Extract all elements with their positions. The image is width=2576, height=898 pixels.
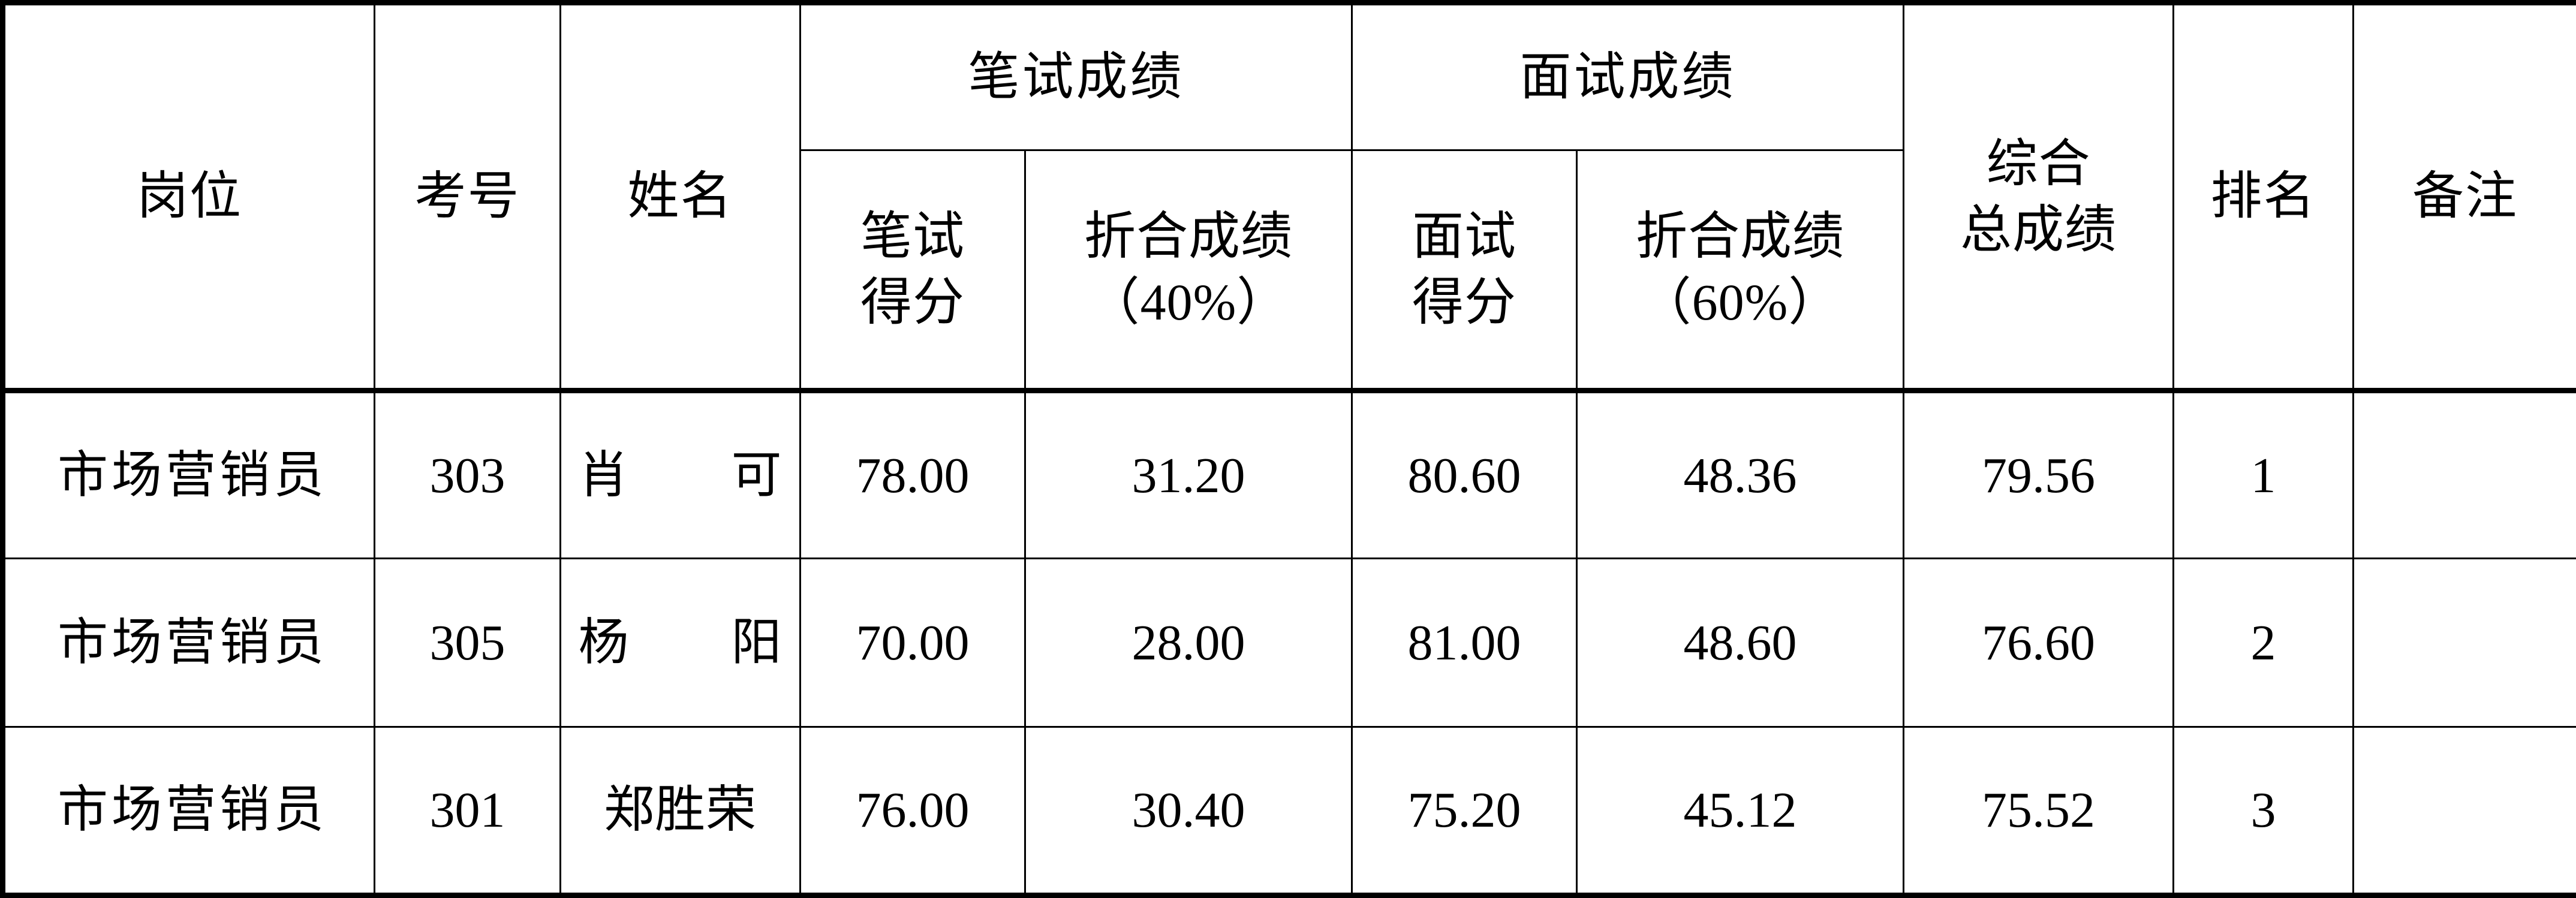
cell-written-score: 76.00: [799, 726, 1026, 896]
header-label-interview-score-line2: 得分: [1412, 273, 1516, 332]
header-cell-name: 姓名: [559, 2, 801, 393]
cell-interview-converted: 45.12: [1576, 726, 1904, 896]
value-interview-score: 75.20: [1407, 782, 1521, 839]
header-label-interview-score: 面试 得分: [1356, 203, 1572, 335]
table-row: 市场营销员 303 肖 可 78.00 31.20 80.60 48.36 79…: [2, 389, 2576, 560]
cell-rank: 2: [2172, 558, 2354, 728]
header-label-interview-group: 面试成绩: [1519, 48, 1736, 106]
cell-remark: [2352, 558, 2576, 728]
cell-interview-converted: 48.60: [1576, 558, 1904, 728]
header-label-total-score-line1: 综合: [1986, 134, 2091, 192]
header-label-interview-converted-line2: （60%）: [1639, 273, 1841, 332]
cell-interview-score: 80.60: [1351, 389, 1578, 560]
header-label-name: 姓名: [627, 167, 733, 225]
cell-written-score: 70.00: [799, 558, 1026, 728]
cell-position: 市场营销员: [2, 558, 375, 728]
value-exam-no: 301: [429, 782, 505, 839]
cell-remark: [2352, 389, 2576, 560]
value-name: 肖 可: [578, 447, 783, 504]
header-label-interview-converted-line1: 折合成绩: [1636, 207, 1844, 266]
cell-rank: 1: [2172, 389, 2354, 560]
header-label-total-score: 综合 总成绩: [1908, 131, 2169, 263]
header-label-total-score-line2: 总成绩: [1960, 200, 2117, 258]
cell-interview-converted: 48.36: [1576, 389, 1904, 560]
value-position: 市场营销员: [57, 614, 327, 671]
header-label-exam-no: 考号: [414, 167, 520, 225]
value-rank: 2: [2250, 614, 2276, 671]
header-cell-written-converted: 折合成绩 （40%）: [1024, 149, 1353, 393]
cell-position: 市场营销员: [2, 389, 375, 560]
cell-rank: 3: [2172, 726, 2354, 896]
header-label-written-converted: 折合成绩 （40%）: [1030, 203, 1347, 335]
header-label-rank: 排名: [2210, 167, 2316, 225]
value-position: 市场营销员: [57, 447, 327, 504]
value-interview-converted: 48.60: [1683, 614, 1797, 671]
value-rank: 1: [2250, 447, 2276, 504]
cell-exam-no: 303: [374, 389, 561, 560]
cell-exam-no: 305: [374, 558, 561, 728]
value-name: 杨 阳: [578, 614, 783, 671]
header-row-top: 岗位 考号 姓名 笔试成绩 面试成绩 综合 总成绩: [2, 2, 2576, 393]
value-name: 郑胜荣: [603, 782, 757, 839]
header-label-written-group: 笔试成绩: [968, 48, 1184, 106]
cell-remark: [2352, 726, 2576, 896]
value-total-score: 76.60: [1982, 614, 2095, 671]
value-total-score: 79.56: [1982, 447, 2095, 504]
header-label-written-score-line2: 得分: [860, 273, 965, 332]
cell-name: 肖 可: [559, 389, 801, 560]
header-cell-interview-group: 面试成绩: [1351, 2, 1904, 151]
header-label-written-converted-line2: （40%）: [1088, 273, 1289, 332]
header-label-written-score-line1: 笔试: [860, 207, 965, 266]
cell-name: 杨 阳: [559, 558, 801, 728]
header-cell-remark: 备注: [2352, 2, 2576, 393]
header-label-written-converted-line1: 折合成绩: [1084, 207, 1293, 266]
table-row: 市场营销员 301 郑胜荣 76.00 30.40 75.20 45.12 75…: [2, 726, 2576, 896]
cell-name: 郑胜荣: [559, 726, 801, 896]
table-row: 市场营销员 305 杨 阳 70.00 28.00 81.00 48.60 76…: [2, 558, 2576, 728]
value-total-score: 75.52: [1982, 782, 2095, 839]
cell-total-score: 75.52: [1903, 726, 2174, 896]
header-cell-exam-no: 考号: [374, 2, 561, 393]
value-interview-score: 81.00: [1407, 614, 1521, 671]
value-written-score: 78.00: [856, 447, 970, 504]
header-cell-position: 岗位: [2, 2, 375, 393]
value-written-score: 70.00: [856, 614, 970, 671]
value-written-score: 76.00: [856, 782, 970, 839]
header-cell-written-score: 笔试 得分: [799, 149, 1026, 393]
cell-written-converted: 28.00: [1024, 558, 1353, 728]
value-written-converted: 30.40: [1131, 782, 1245, 839]
cell-written-score: 78.00: [799, 389, 1026, 560]
cell-total-score: 79.56: [1903, 389, 2174, 560]
value-exam-no: 305: [429, 614, 505, 671]
header-cell-interview-score: 面试 得分: [1351, 149, 1578, 393]
cell-total-score: 76.60: [1903, 558, 2174, 728]
value-interview-converted: 45.12: [1683, 782, 1797, 839]
value-interview-score: 80.60: [1407, 447, 1521, 504]
value-rank: 3: [2250, 782, 2276, 839]
header-label-interview-converted: 折合成绩 （60%）: [1581, 203, 1899, 335]
header-row-sub: 笔试 得分 折合成绩 （40%） 面试 得分: [3, 149, 2576, 393]
value-written-converted: 31.20: [1131, 447, 1245, 504]
cell-position: 市场营销员: [2, 726, 375, 896]
header-cell-written-group: 笔试成绩: [799, 2, 1353, 151]
header-label-remark: 备注: [2412, 167, 2518, 225]
header-cell-rank: 排名: [2172, 2, 2354, 393]
cell-exam-no: 301: [374, 726, 561, 896]
header-label-written-score: 笔试 得分: [805, 203, 1021, 335]
header-cell-interview-converted: 折合成绩 （60%）: [1576, 149, 1904, 393]
cell-written-converted: 30.40: [1024, 726, 1353, 896]
value-interview-converted: 48.36: [1683, 447, 1797, 504]
value-exam-no: 303: [429, 447, 505, 504]
value-written-converted: 28.00: [1131, 614, 1245, 671]
cell-interview-score: 75.20: [1351, 726, 1578, 896]
header-label-position: 岗位: [137, 167, 242, 225]
header-label-interview-score-line1: 面试: [1412, 207, 1516, 266]
header-cell-total-score: 综合 总成绩: [1903, 2, 2174, 393]
cell-interview-score: 81.00: [1351, 558, 1578, 728]
value-position: 市场营销员: [57, 782, 327, 839]
cell-written-converted: 31.20: [1024, 389, 1353, 560]
